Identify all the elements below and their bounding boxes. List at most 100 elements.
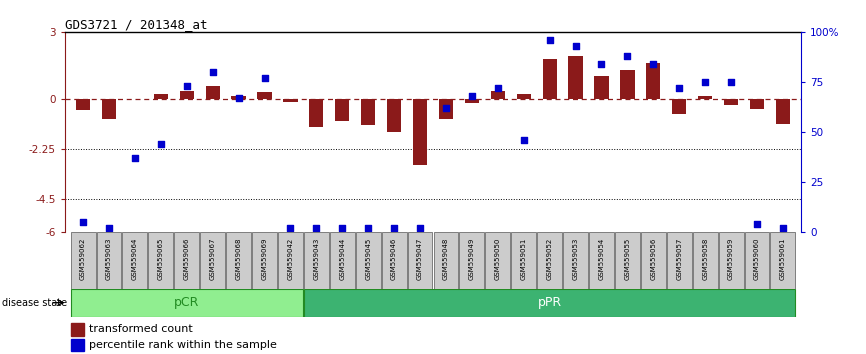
Point [776, 225, 790, 231]
Bar [460, 232, 484, 289]
Text: GSM559063: GSM559063 [106, 238, 112, 280]
Bar [309, 98, 324, 127]
Text: GSM559049: GSM559049 [469, 238, 475, 280]
Bar [563, 232, 588, 289]
Bar [387, 98, 401, 132]
Text: GSM559048: GSM559048 [443, 238, 449, 280]
Text: GSM559059: GSM559059 [728, 238, 734, 280]
Text: GSM559067: GSM559067 [210, 238, 216, 280]
Text: GSM559056: GSM559056 [650, 238, 656, 280]
Bar [434, 232, 458, 289]
Bar [615, 232, 640, 289]
Bar [620, 70, 635, 98]
Text: GSM559068: GSM559068 [236, 238, 242, 280]
Text: GSM559054: GSM559054 [598, 238, 604, 280]
Point [154, 141, 168, 147]
Bar [200, 232, 225, 289]
Point [76, 219, 90, 225]
Bar [382, 232, 406, 289]
Bar [356, 232, 381, 289]
Point [517, 137, 531, 143]
Point [672, 85, 686, 91]
Bar [724, 98, 738, 105]
Text: GSM559042: GSM559042 [288, 238, 294, 280]
Bar [672, 98, 687, 114]
Bar [698, 96, 712, 98]
Bar [641, 232, 666, 289]
Bar [231, 96, 246, 98]
Point [180, 83, 194, 89]
Bar [485, 232, 510, 289]
Bar [71, 339, 84, 351]
Bar [439, 98, 453, 119]
Text: GSM559051: GSM559051 [520, 238, 527, 280]
Bar [102, 98, 116, 119]
Point [413, 225, 427, 231]
Text: GSM559044: GSM559044 [339, 238, 346, 280]
Bar [771, 232, 795, 289]
Text: GDS3721 / 201348_at: GDS3721 / 201348_at [65, 18, 208, 31]
Point [128, 155, 142, 161]
Point [309, 225, 323, 231]
Bar [667, 232, 692, 289]
Bar [568, 56, 583, 98]
Bar [283, 98, 298, 102]
Bar [179, 91, 194, 98]
Text: disease state: disease state [2, 298, 67, 308]
Bar [330, 232, 355, 289]
Text: GSM559066: GSM559066 [184, 238, 190, 280]
Point [257, 75, 271, 81]
Point [646, 61, 660, 67]
Bar [594, 76, 609, 98]
Bar [408, 232, 432, 289]
Point [750, 221, 764, 227]
Point [491, 85, 505, 91]
Bar [154, 94, 168, 98]
Bar [252, 232, 277, 289]
Bar [776, 98, 790, 124]
Bar [205, 86, 220, 98]
Bar [122, 232, 147, 289]
Point [543, 37, 557, 43]
Bar [71, 232, 95, 289]
Text: GSM559055: GSM559055 [624, 238, 630, 280]
Point [361, 225, 375, 231]
Text: GSM559047: GSM559047 [417, 238, 423, 280]
Bar [465, 98, 479, 103]
Text: GSM559062: GSM559062 [80, 238, 86, 280]
Text: GSM559069: GSM559069 [262, 238, 268, 280]
Text: GSM559065: GSM559065 [158, 238, 164, 280]
Bar [646, 63, 661, 98]
Point [620, 53, 634, 59]
Text: GSM559061: GSM559061 [780, 238, 786, 280]
Bar [71, 289, 303, 317]
Bar [511, 232, 536, 289]
Text: transformed count: transformed count [88, 324, 192, 334]
Point [206, 69, 220, 75]
Bar [361, 98, 375, 125]
Bar [71, 323, 84, 336]
Point [439, 105, 453, 111]
Text: pCR: pCR [174, 296, 199, 309]
Text: GSM559045: GSM559045 [365, 238, 372, 280]
Text: percentile rank within the sample: percentile rank within the sample [88, 340, 276, 350]
Bar [537, 232, 562, 289]
Bar [750, 98, 764, 109]
Text: GSM559052: GSM559052 [546, 238, 553, 280]
Point [102, 225, 116, 231]
Bar [257, 92, 272, 98]
Point [724, 79, 738, 85]
Text: GSM559057: GSM559057 [676, 238, 682, 280]
Text: GSM559053: GSM559053 [572, 238, 578, 280]
Bar [174, 232, 199, 289]
Bar [589, 232, 614, 289]
Bar [278, 232, 303, 289]
Text: GSM559058: GSM559058 [702, 238, 708, 280]
Bar [76, 98, 90, 110]
Bar [693, 232, 718, 289]
Point [569, 43, 583, 49]
Text: GSM559050: GSM559050 [494, 238, 501, 280]
Text: GSM559060: GSM559060 [754, 238, 760, 280]
Bar [335, 98, 349, 121]
Bar [745, 232, 769, 289]
